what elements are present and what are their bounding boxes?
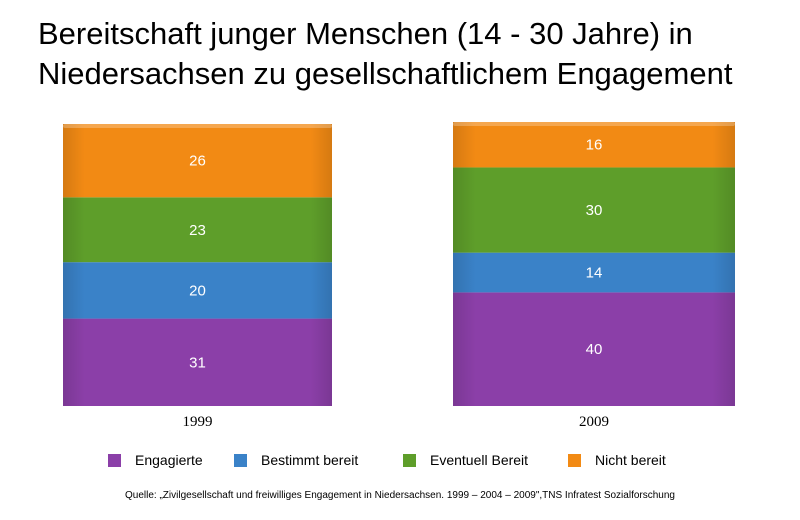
legend-swatch-bestimmt-bereit (234, 453, 247, 467)
bar-segment-shading (453, 292, 735, 406)
data-label-2009-engagierte: 40 (586, 341, 603, 358)
stacked-bar-chart: 31 20 23 26 1999 40 14 30 16 2009 (63, 122, 735, 430)
bar-segment-shading (453, 252, 735, 293)
data-label-1999-nicht-bereit: 26 (189, 153, 206, 170)
legend-label-engagierte: Engagierte (135, 452, 203, 468)
data-label-2009-bestimmt-bereit: 14 (586, 265, 603, 282)
category-label-2009: 2009 (579, 414, 609, 430)
legend-label-eventuell-bereit: Eventuell Bereit (430, 452, 529, 468)
data-label-1999-bestimmt-bereit: 20 (189, 282, 206, 299)
legend-swatch-engagierte (108, 453, 121, 467)
chart-title: Bereitschaft junger Menschen (14 - 30 Ja… (38, 14, 788, 94)
legend-item-nicht-bereit: Nicht bereit (568, 448, 666, 472)
bar-segment-shading (63, 262, 332, 319)
legend-item-eventuell-bereit: Eventuell Bereit (403, 448, 528, 472)
legend-label-nicht-bereit: Nicht bereit (595, 452, 666, 468)
bar-segment-shading (453, 122, 735, 168)
bar-segment-shading (63, 124, 332, 198)
bar-segment-shading (453, 167, 735, 253)
bar-top-cap (63, 124, 332, 128)
legend-item-engagierte: Engagierte (108, 448, 203, 472)
data-label-1999-engagierte: 31 (189, 354, 206, 371)
bar-segment-shading (63, 318, 332, 406)
chart-title-line-1: Bereitschaft junger Menschen (14 - 30 Ja… (38, 16, 693, 51)
legend-label-bestimmt-bereit: Bestimmt bereit (261, 452, 359, 468)
bar-top-cap (453, 122, 735, 126)
data-label-2009-eventuell-bereit: 30 (586, 202, 603, 219)
category-label-1999: 1999 (183, 414, 213, 430)
data-label-1999-eventuell-bereit: 23 (189, 222, 206, 239)
chart-legend: Engagierte Bestimmt bereit Eventuell Ber… (0, 448, 800, 472)
data-label-2009-nicht-bereit: 16 (586, 137, 603, 154)
legend-item-bestimmt-bereit: Bestimmt bereit (234, 448, 358, 472)
legend-swatch-eventuell-bereit (403, 453, 416, 467)
chart-title-line-2: Niedersachsen zu gesellschaftlichem Enga… (38, 56, 733, 91)
source-note: Quelle: „Zivilgesellschaft und freiwilli… (125, 490, 675, 501)
legend-swatch-nicht-bereit (568, 453, 581, 467)
bar-segment-shading (63, 197, 332, 263)
